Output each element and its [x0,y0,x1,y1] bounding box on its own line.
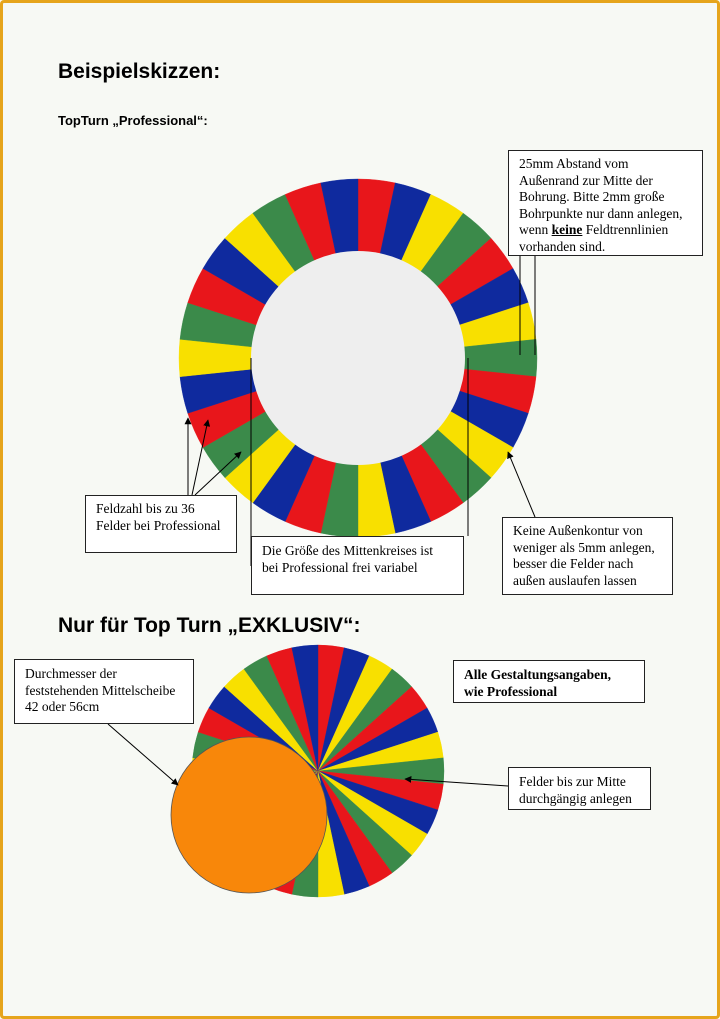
annotation-line: wie Professional [464,683,558,699]
annotation-gestaltung: Alle Gestaltungsangaben, wie Professiona… [453,660,645,703]
page-title: Beispielskizzen: [58,60,221,83]
annotation-line: 42 oder 56cm [25,699,100,714]
annotation-feldzahl: Feldzahl bis zu 36 Felder bei Profession… [85,495,237,553]
annotation-line: wenn keine Feldtrennlinien [519,222,692,239]
section-title-professional: TopTurn „Professional“: [58,113,208,128]
annotation-durchmesser: Durchmesser der feststehenden Mittelsche… [14,659,194,724]
annotation-line: 25mm Abstand vom [519,156,629,171]
annotation-line: bei Professional frei variabel [262,559,418,575]
section-title-exklusiv: Nur für Top Turn „EXKLUSIV“: [58,614,361,637]
annotation-line: Felder bei Professional [96,517,221,533]
annotation-line: Alle Gestaltungsangaben, [464,667,612,682]
annotation-bohrung: 25mm Abstand vom Außenrand zur Mitte der… [508,150,703,256]
annotation-aussenkontur: Keine Außenkontur von weniger als 5mm an… [502,517,673,595]
annotation-line: Felder bis zur Mitte [519,774,626,789]
leader-lines [107,256,536,787]
annotation-line: Bohrpunkte nur dann anlegen, [519,205,683,221]
annotation-line: Durchmesser der [25,666,117,681]
annotation-line: vorhanden sind. [519,238,606,254]
fixed-center-disc [170,736,328,894]
annotation-line: besser die Felder nach [513,556,634,571]
emphasis-keine: keine [551,222,583,237]
annotation-line: durchgängig anlegen [519,790,632,806]
annotation-line: Keine Außenkontur von [513,523,643,538]
annotation-line: weniger als 5mm anlegen, [513,539,655,555]
text-fragment: Feldtrennlinien [582,222,669,237]
annotation-line: feststehenden Mittelscheibe [25,682,176,698]
wheel-segment [291,644,319,772]
professional-center-circle [251,251,465,465]
annotation-line: Die Größe des Mittenkreises ist [262,543,433,558]
text-fragment: wenn [519,222,552,237]
annotation-line: Feldzahl bis zu 36 [96,501,195,516]
annotation-felder-mitte: Felder bis zur Mitte durchgängig anlegen [508,767,651,810]
annotation-line: Bohrung. Bitte 2mm große [519,189,665,204]
annotation-mittenkreis: Die Größe des Mittenkreises ist bei Prof… [251,536,464,595]
annotation-line: außen auslaufen lassen [513,572,637,588]
annotation-line: Außenrand zur Mitte der [519,172,653,188]
